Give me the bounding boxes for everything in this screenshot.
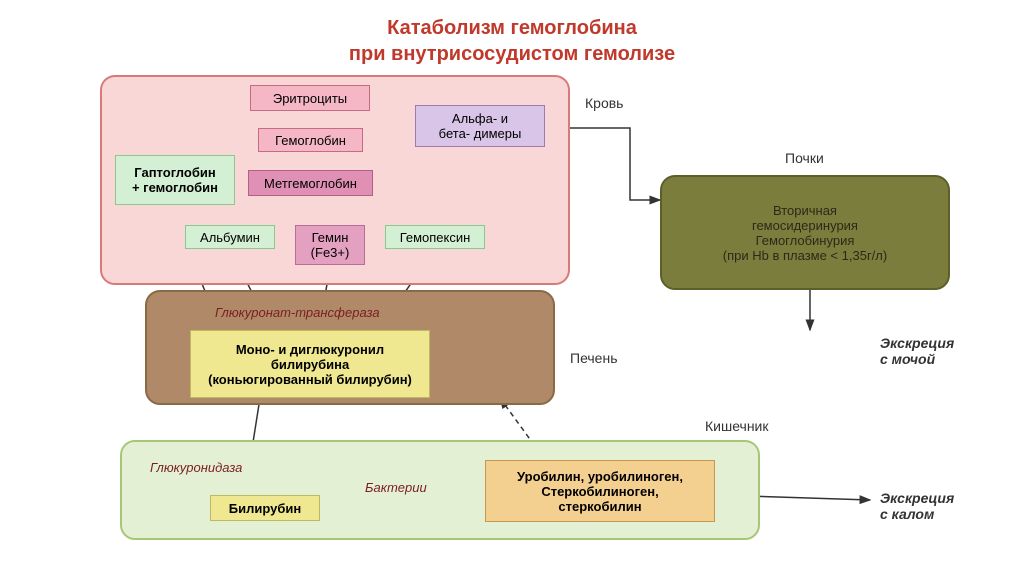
label-excr_feces: Экскреция с калом [880,490,954,522]
diagram-title: Катаболизм гемоглобина при внутрисосудис… [0,0,1024,67]
node-bilirubin: Билирубин [210,495,320,521]
label-glucuronat: Глюкуронат-трансфераза [215,305,380,320]
node-urobilin: Уробилин, уробилиноген, Стеркобилиноген,… [485,460,715,522]
title-line2: при внутрисосудистом гемолизе [0,41,1024,67]
node-kidney_text: Вторичная гемосидеринурия Гемоглобинурия… [675,190,935,275]
node-hemopexin: Гемопексин [385,225,485,249]
node-bilirubin_conj: Моно- и диглюкуронил билирубина (коньюги… [190,330,430,398]
node-erythrocytes: Эритроциты [250,85,370,111]
node-methemoglobin: Метгемоглобин [248,170,373,196]
node-hemin: Гемин (Fe3+) [295,225,365,265]
title-line1: Катаболизм гемоглобина [0,15,1024,41]
node-dimers: Альфа- и бета- димеры [415,105,545,147]
label-glucuronidase: Глюкуронидаза [150,460,242,475]
node-albumin: Альбумин [185,225,275,249]
node-hemoglobin: Гемоглобин [258,128,363,152]
label-excr_urine: Экскреция с мочой [880,335,954,367]
label-liver: Печень [570,350,618,366]
node-haptoglobin: Гаптоглобин + гемоглобин [115,155,235,205]
label-blood: Кровь [585,95,623,111]
label-kidney: Почки [785,150,824,166]
label-intestine: Кишечник [705,418,769,434]
label-bacteria: Бактерии [365,480,427,495]
